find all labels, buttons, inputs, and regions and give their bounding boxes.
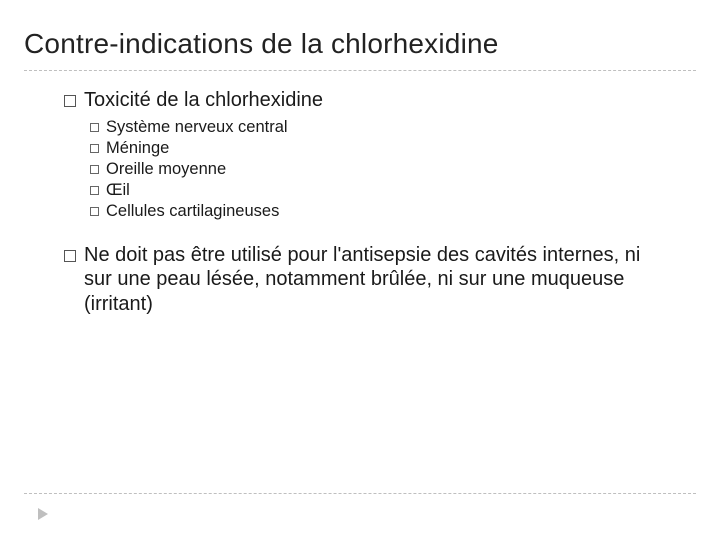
square-bullet-icon <box>90 123 99 132</box>
sublist: Système nerveux central Méninge Oreille … <box>64 118 666 221</box>
square-bullet-icon <box>64 250 76 262</box>
square-bullet-icon <box>64 95 76 107</box>
list-item-label: Oreille moyenne <box>106 160 226 179</box>
list-item-level1: Ne doit pas être utilisé pour l'antiseps… <box>64 243 666 316</box>
title-divider <box>24 70 696 71</box>
list-item-level2: Méninge <box>90 139 666 158</box>
list-item-label: Méninge <box>106 139 169 158</box>
square-bullet-icon <box>90 207 99 216</box>
square-bullet-icon <box>90 144 99 153</box>
square-bullet-icon <box>90 165 99 174</box>
square-bullet-icon <box>90 186 99 195</box>
list-item-level2: Système nerveux central <box>90 118 666 137</box>
list-item-level1: Toxicité de la chlorhexidine <box>64 89 666 112</box>
footer-divider <box>24 493 696 494</box>
list-item-label: Système nerveux central <box>106 118 288 137</box>
arrow-right-icon <box>38 508 48 520</box>
slide: Contre-indications de la chlorhexidine T… <box>0 0 720 540</box>
page-title: Contre-indications de la chlorhexidine <box>24 28 696 70</box>
slide-body: Toxicité de la chlorhexidine Système ner… <box>24 89 696 316</box>
paragraph-text: Ne doit pas être utilisé pour l'antiseps… <box>84 243 666 316</box>
list-item-label: Œil <box>106 181 130 200</box>
list-item-label: Toxicité de la chlorhexidine <box>84 89 323 112</box>
list-item-level2: Œil <box>90 181 666 200</box>
list-item-label: Cellules cartilagineuses <box>106 202 279 221</box>
list-item-level2: Cellules cartilagineuses <box>90 202 666 221</box>
list-item-level2: Oreille moyenne <box>90 160 666 179</box>
